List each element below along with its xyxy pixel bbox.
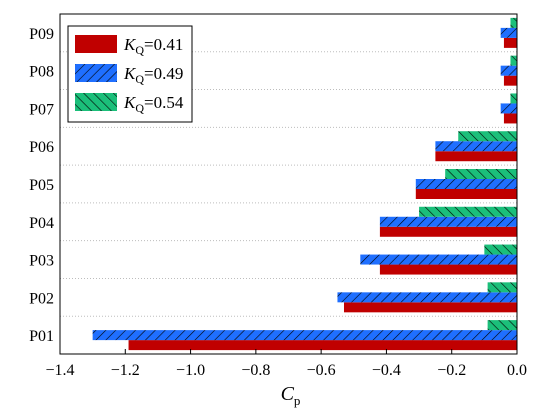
- bar-p09-series-3: [510, 17, 517, 28]
- bar-p05-series-2: [415, 179, 517, 189]
- bar-p07-series-3: [510, 93, 517, 104]
- y-category-label: P05: [29, 177, 54, 194]
- bar-p06-series-1: [435, 151, 517, 162]
- y-category-label: P06: [29, 139, 54, 156]
- bar-p05-series-3: [445, 169, 517, 179]
- bar-p03-series-3: [484, 244, 517, 255]
- y-category-label: P07: [29, 101, 54, 118]
- x-tick-label: −0.2: [437, 362, 466, 379]
- bar-p06-series-2: [435, 141, 517, 152]
- bar-p04-series-3: [419, 206, 517, 217]
- legend: KQ=0.41 KQ=0.49 KQ=0.54: [67, 25, 193, 123]
- bar-p08-series-1: [503, 75, 517, 86]
- bar-p08-series-2: [500, 65, 517, 76]
- legend-swatch-1: [75, 35, 117, 53]
- bar-p03-series-2: [360, 254, 517, 265]
- x-axis-label-main: C: [281, 383, 295, 405]
- legend-label-1: KQ=0.41: [123, 35, 183, 57]
- bar-p07-series-2: [500, 103, 517, 114]
- bar-p01-series-1: [128, 340, 518, 351]
- x-axis-ticks: −1.4 −1.2 −1.0 −0.8 −0.6 −0.4 −0.2 0.0: [45, 349, 527, 379]
- bar-p02-series-1: [343, 302, 517, 313]
- x-tick-label: 0.0: [507, 362, 527, 379]
- bars: [92, 17, 518, 351]
- y-category-label: P02: [29, 290, 54, 307]
- x-axis-label-sub: p: [294, 393, 301, 408]
- legend-swatch-2: [75, 64, 117, 82]
- bar-p08-series-3: [510, 55, 517, 66]
- legend-label-3: KQ=0.54: [123, 93, 184, 115]
- y-category-label: P09: [29, 26, 54, 43]
- bar-p01-series-3: [487, 320, 517, 331]
- legend-label-2: KQ=0.49: [123, 64, 183, 86]
- grid-lines: [60, 51, 517, 317]
- y-category-label: P03: [29, 253, 54, 270]
- x-tick-label: −0.4: [372, 362, 401, 379]
- x-tick-label: −0.6: [307, 362, 336, 379]
- bar-p06-series-3: [458, 131, 517, 142]
- bar-p09-series-1: [503, 37, 517, 48]
- x-tick-label: −0.8: [241, 362, 270, 379]
- y-category-label: P01: [29, 328, 54, 345]
- bar-p02-series-2: [337, 292, 517, 303]
- y-axis-categories: P01 P02 P03 P04 P05 P06 P07 P08 P09: [29, 26, 54, 345]
- plot-frame: [59, 13, 518, 355]
- bar-p09-series-2: [500, 27, 517, 38]
- bar-p04-series-2: [379, 216, 517, 227]
- x-tick-label: −1.0: [176, 362, 205, 379]
- bar-p01-series-2: [92, 330, 518, 341]
- x-tick-label: −1.4: [45, 362, 74, 379]
- bar-p05-series-1: [415, 189, 517, 199]
- y-category-label: P04: [29, 215, 54, 232]
- legend-swatch-3: [75, 93, 117, 111]
- bar-p04-series-1: [379, 226, 517, 237]
- bar-p07-series-1: [503, 113, 517, 124]
- x-tick-label: −1.2: [111, 362, 140, 379]
- bar-p02-series-3: [487, 282, 517, 293]
- x-axis-label: Cp: [281, 383, 301, 408]
- y-category-label: P08: [29, 64, 54, 81]
- bar-p03-series-1: [379, 264, 517, 275]
